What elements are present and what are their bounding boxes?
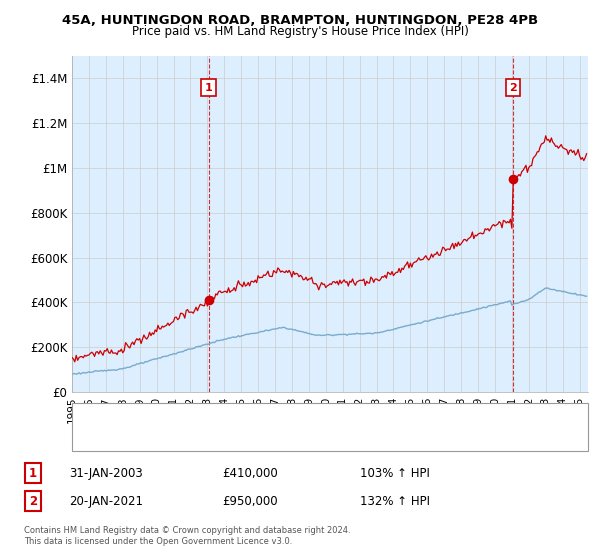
Text: £950,000: £950,000 <box>222 494 278 508</box>
Text: 45A, HUNTINGDON ROAD, BRAMPTON, HUNTINGDON, PE28 4PB (detached house): 45A, HUNTINGDON ROAD, BRAMPTON, HUNTINGD… <box>126 413 553 422</box>
Text: HPI: Average price, detached house, Huntingdonshire: HPI: Average price, detached house, Hunt… <box>126 434 406 444</box>
Text: 132% ↑ HPI: 132% ↑ HPI <box>360 494 430 508</box>
Text: 103% ↑ HPI: 103% ↑ HPI <box>360 466 430 480</box>
Text: Contains HM Land Registry data © Crown copyright and database right 2024.
This d: Contains HM Land Registry data © Crown c… <box>24 526 350 546</box>
Text: 2: 2 <box>29 494 37 508</box>
Text: 45A, HUNTINGDON ROAD, BRAMPTON, HUNTINGDON, PE28 4PB: 45A, HUNTINGDON ROAD, BRAMPTON, HUNTINGD… <box>62 14 538 27</box>
Text: 2: 2 <box>509 83 517 93</box>
Text: 1: 1 <box>205 83 212 93</box>
Text: 20-JAN-2021: 20-JAN-2021 <box>69 494 143 508</box>
Text: 1: 1 <box>29 466 37 480</box>
Text: £410,000: £410,000 <box>222 466 278 480</box>
Text: Price paid vs. HM Land Registry's House Price Index (HPI): Price paid vs. HM Land Registry's House … <box>131 25 469 38</box>
Text: 31-JAN-2003: 31-JAN-2003 <box>69 466 143 480</box>
